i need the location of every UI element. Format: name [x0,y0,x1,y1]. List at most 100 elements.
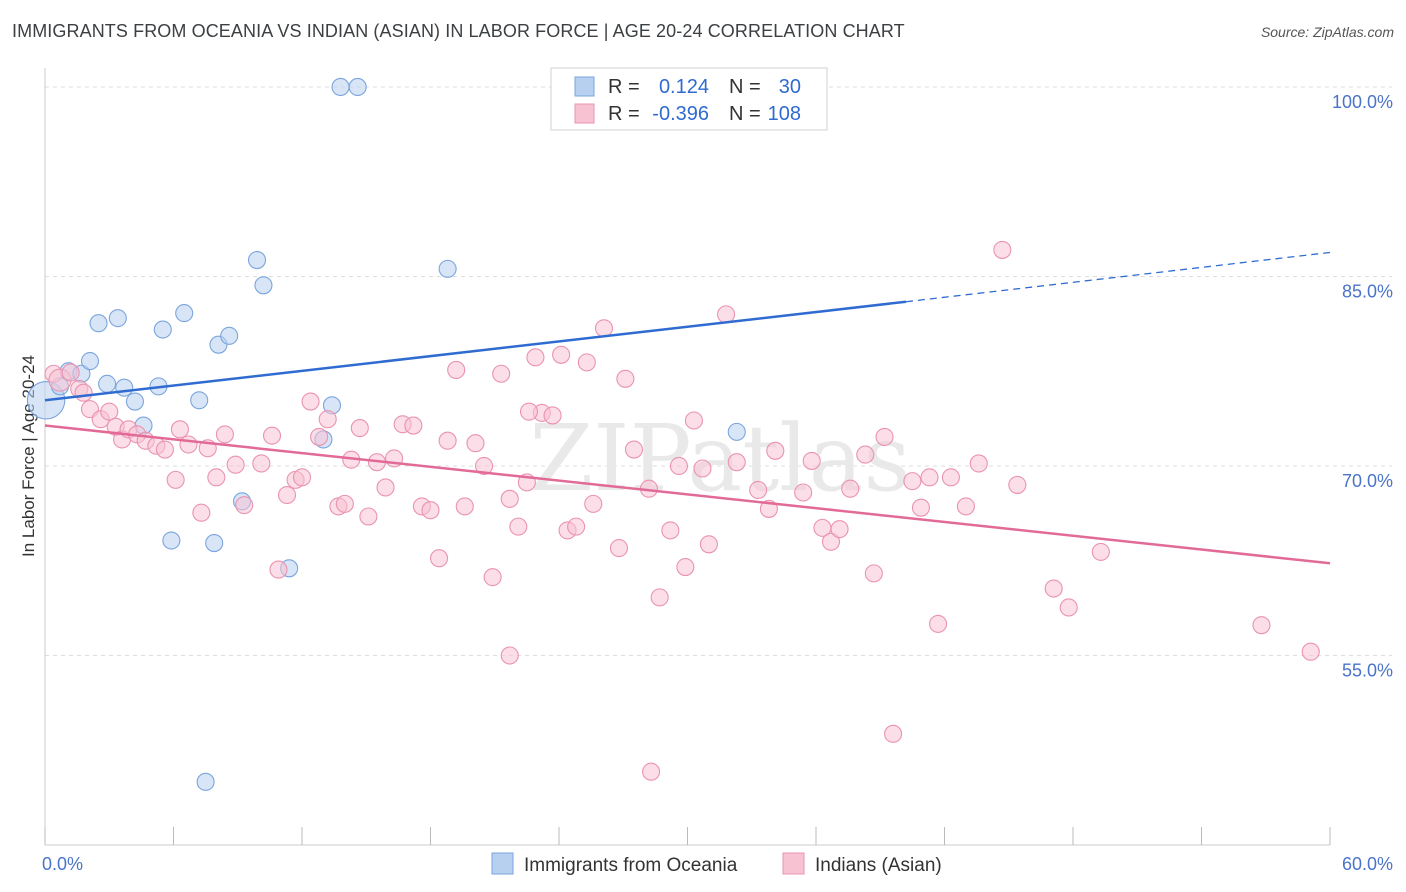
indian-point [642,762,661,781]
indian-point [438,431,457,450]
y-tick-label: 70.0% [1342,471,1393,491]
indian-point [1008,475,1027,494]
oceania-point [153,320,172,339]
indian-point [226,455,245,474]
indian-point [252,454,271,473]
indian-point [594,319,614,338]
indian-point [609,539,629,558]
indian-point [179,435,198,454]
indian-point [235,496,254,515]
indian-point [941,468,960,487]
indian-point [699,535,718,554]
y-tick-label: 85.0% [1342,281,1393,301]
oceania-point [331,77,350,97]
oceania-trend-line [44,300,907,402]
legend-swatch-pink [574,103,595,124]
indian-point [821,532,841,551]
oceania-point [220,326,239,345]
legend-r-value-1: 0.124 [659,76,709,98]
indian-point [716,305,736,324]
indian-point [684,411,703,430]
indian-point [519,402,539,421]
scatter-points [26,77,1320,791]
indian-point [318,410,337,429]
chart-title: IMMIGRANTS FROM OCEANIA VS INDIAN (ASIAN… [12,21,905,41]
oceania-point [348,77,367,97]
indian-point [74,383,93,402]
oceania-point [89,314,108,333]
indian-point [1301,642,1320,661]
indian-point [856,445,875,464]
y-tick-label: 100.0% [1332,92,1393,112]
legend-box [550,67,828,131]
legend-n-label-1: N = [729,76,761,98]
indian-point [376,478,395,497]
y-tick-labels: 100.0% 85.0% 70.0% 55.0% [1332,92,1393,681]
bottom-legend-label-1: Immigrants from Oceania [524,855,738,876]
legend-r-label-1: R = [608,76,640,98]
x-tick-labels: 0.0% 60.0% [42,827,1393,874]
indian-point [676,557,695,577]
indian-point [884,724,903,743]
indian-point [903,472,922,491]
chart-source: Source: ZipAtlas.com [1260,24,1394,40]
indian-point [1252,616,1271,635]
indian-point [650,588,669,607]
indian-point [421,501,440,520]
indian-point [526,348,545,367]
oceania-point [108,309,127,328]
indian-point [269,560,288,579]
indian-point [727,453,746,472]
indian-point [509,517,528,536]
bottom-legend-label-2: Indians (Asian) [815,855,942,876]
indian-point [301,392,320,411]
indian-point [100,402,119,421]
trend-lines [44,251,1331,565]
indian-point [430,549,449,568]
indian-point [466,434,485,453]
indian-point [350,419,369,438]
indian-point [61,363,80,382]
oceania-point [247,250,267,270]
indian-point [404,416,423,435]
indian-point [215,425,234,444]
bottom-legend-swatch-pink [782,852,805,875]
indian-point [661,521,680,540]
indian-point [552,345,571,364]
legend-swatch-blue [574,76,595,97]
oceania-trend-extension [905,251,1331,303]
indian-point [359,507,378,526]
bottom-legend-swatch-blue [491,852,514,875]
indian-point [543,406,562,425]
indian-point [1091,542,1110,561]
indian-point [830,520,849,539]
indian-point [993,240,1012,259]
oceania-point [125,392,144,411]
oceania-point [190,391,209,410]
oceania-point [162,531,181,550]
indian-point [749,480,768,500]
indian-point [500,489,519,508]
gridlines [45,86,1392,656]
indian-point [207,468,226,487]
indian-point [567,517,586,536]
indian-point [483,568,502,587]
indian-point [455,497,474,516]
y-tick-label: 55.0% [1342,660,1393,680]
indian-point [474,456,494,476]
oceania-point [196,772,215,791]
indian-point [802,451,821,470]
indian-point [310,427,329,446]
x-tick-label: 60.0% [1342,854,1393,874]
indian-point [841,479,860,498]
indian-point [616,369,635,388]
indian-point [766,441,785,460]
legend-n-value-2: 108 [768,103,801,125]
bottom-legend: Immigrants from Oceania Indians (Asian) [491,852,942,876]
indian-point [920,468,939,487]
indian-point [969,454,988,473]
legend-n-label-2: N = [729,103,761,125]
indian-point [794,483,813,502]
legend-r-value-2: -0.396 [652,103,709,125]
oceania-point [438,259,457,278]
